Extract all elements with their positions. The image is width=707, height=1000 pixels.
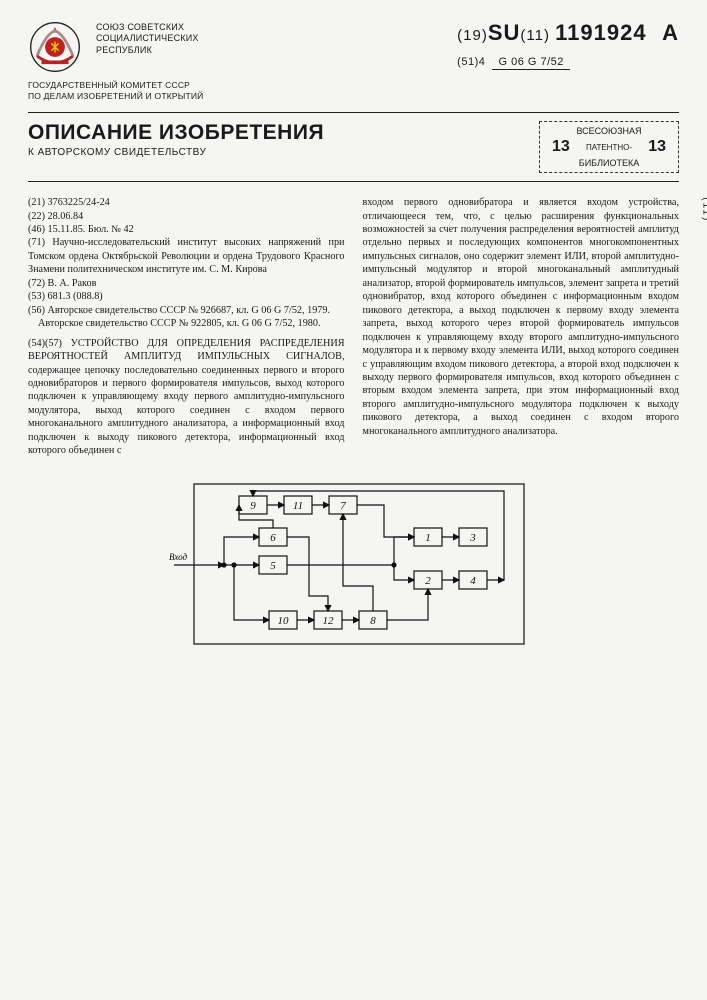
column-right: входом первого одновибратора и является … [363, 196, 680, 458]
issuer-line: РЕСПУБЛИК [96, 45, 199, 56]
doc-subtitle: К АВТОРСКОМУ СВИДЕТЕЛЬСТВУ [28, 147, 324, 158]
meta-line: (71) Научно-исследовательский институт в… [28, 236, 345, 276]
side-doc-number: SU (11) 1191924 A [701, 158, 707, 350]
issuer-line: СОЮЗ СОВЕТСКИХ [96, 22, 199, 33]
committee-line: ПО ДЕЛАМ ИЗОБРЕТЕНИЙ И ОТКРЫТИЙ [28, 91, 679, 102]
stamp-num: 13 [648, 138, 666, 156]
svg-text:Вход: Вход [169, 552, 188, 562]
abstract-left: (54)(57) УСТРОЙСТВО ДЛЯ ОПРЕДЕЛЕНИЯ РАСП… [28, 337, 345, 458]
abstract-head: (54)(57) УСТРОЙСТВО ДЛЯ ОПРЕДЕЛЕНИЯ РАСП… [28, 338, 345, 362]
svg-text:3: 3 [469, 532, 476, 544]
stamp-num: 13 [552, 138, 570, 156]
bibliographic-meta: (21) 3763225/24-24 (22) 28.06.84(46) 15.… [28, 196, 345, 331]
svg-text:12: 12 [322, 615, 334, 627]
issuer-line: СОЦИАЛИСТИЧЕСКИХ [96, 33, 199, 44]
title-block: ОПИСАНИЕ ИЗОБРЕТЕНИЯ К АВТОРСКОМУ СВИДЕТ… [28, 121, 324, 158]
committee-line: ГОСУДАРСТВЕННЫЙ КОМИТЕТ СССР [28, 80, 679, 91]
svg-text:7: 7 [340, 500, 346, 512]
column-left: (21) 3763225/24-24 (22) 28.06.84(46) 15.… [28, 196, 345, 458]
title-row: ОПИСАНИЕ ИЗОБРЕТЕНИЯ К АВТОРСКОМУ СВИДЕТ… [28, 112, 679, 173]
svg-text:4: 4 [470, 575, 476, 587]
svg-text:8: 8 [370, 615, 376, 627]
block-diagram: 9 11 7 6 5 1 3 2 4 10 12 8 [164, 476, 544, 661]
ussr-emblem-icon [28, 20, 82, 74]
meta-line: Авторское свидетельство СССР № 922805, к… [28, 317, 345, 330]
doc-title: ОПИСАНИЕ ИЗОБРЕТЕНИЯ [28, 121, 324, 145]
abstract-body: содержащее цепочку последовательно соеди… [28, 365, 345, 457]
stamp-line: ВСЕСОЮЗНАЯ [548, 126, 670, 136]
issuer-block: СОЮЗ СОВЕТСКИХ СОЦИАЛИСТИЧЕСКИХ РЕСПУБЛИ… [96, 20, 199, 56]
doc-codes: (19)SU(11) 1191924 A (51)4 G 06 G 7/52 [457, 20, 679, 68]
body-columns: (21) 3763225/24-24 (22) 28.06.84(46) 15.… [28, 196, 679, 458]
abstract-right: входом первого одновибратора и является … [363, 196, 680, 438]
divider [28, 181, 679, 182]
meta-line: (22) 28.06.84 [28, 210, 345, 223]
meta-line: (56) Авторское свидетельство СССР № 9266… [28, 304, 345, 317]
svg-text:2: 2 [425, 575, 431, 587]
svg-text:5: 5 [270, 560, 276, 572]
meta-line: (72) В. А. Раков [28, 277, 345, 290]
library-stamp: ВСЕСОЮЗНАЯ 13 ПАТЕНТНО- 13 БИБЛИОТЕКА [539, 121, 679, 173]
svg-text:6: 6 [270, 532, 276, 544]
stamp-line: БИБЛИОТЕКА [548, 158, 670, 168]
meta-line: (53) 681.3 (088.8) [28, 290, 345, 303]
meta-line: (21) 3763225/24-24 [28, 196, 345, 209]
svg-text:10: 10 [277, 615, 289, 627]
svg-text:11: 11 [292, 500, 302, 512]
doc-number-line: (19)SU(11) 1191924 A [457, 20, 679, 46]
svg-text:9: 9 [250, 500, 256, 512]
meta-line: (46) 15.11.85. Бюл. № 42 [28, 223, 345, 236]
committee-block: ГОСУДАРСТВЕННЫЙ КОМИТЕТ СССР ПО ДЕЛАМ ИЗ… [28, 80, 679, 102]
header: СОЮЗ СОВЕТСКИХ СОЦИАЛИСТИЧЕСКИХ РЕСПУБЛИ… [28, 20, 679, 74]
ipc-line: (51)4 G 06 G 7/52 [457, 56, 679, 68]
svg-text:1: 1 [425, 532, 431, 544]
